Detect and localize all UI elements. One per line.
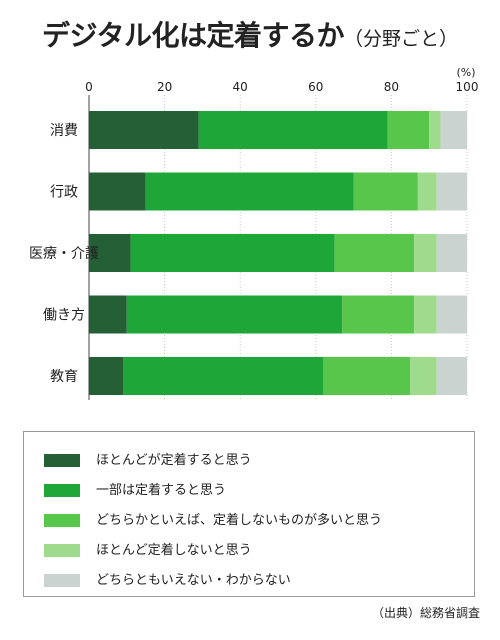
legend-label: 一部は定着すると思う (96, 483, 227, 498)
bar-segment (145, 172, 354, 211)
bar-segment (436, 234, 467, 272)
bar-segment (353, 172, 418, 211)
bar-segment (440, 111, 467, 149)
source-note: （出典）総務省調査 (371, 606, 480, 620)
category-label: 医療・介護 (29, 245, 99, 262)
category-label: 行政 (50, 185, 78, 201)
bar-segment (89, 111, 199, 149)
bar-segment (436, 172, 467, 211)
legend-swatch (44, 514, 80, 527)
bar-segment (387, 111, 430, 149)
x-tick-label: 100 (456, 80, 479, 94)
x-unit-label: (%) (456, 66, 475, 79)
bar-segment (334, 234, 415, 272)
bar-segment (123, 357, 324, 395)
x-tick-label: 0 (85, 80, 93, 94)
bar-segment (414, 234, 437, 272)
bar-segment (130, 234, 335, 272)
bar-segment (126, 295, 343, 334)
bar-segment (323, 357, 411, 395)
legend-label: ほとんど定着しないと思う (96, 543, 252, 558)
bar-segment (198, 111, 388, 149)
chart-title-main: デジタル化は定着するか (42, 19, 344, 52)
bar-segment (89, 234, 131, 272)
x-tick-label: 40 (233, 80, 248, 94)
legend-label: どちらともいえない・わからない (96, 573, 291, 588)
bar-segment (89, 295, 127, 334)
chart-title: デジタル化は定着するか（分野ごと） (0, 14, 500, 54)
bar-segment (410, 357, 437, 395)
bar-segment (429, 111, 441, 149)
bar-segment (89, 172, 146, 211)
bar-segment (342, 295, 415, 334)
x-tick-label: 80 (384, 80, 399, 94)
category-label: 消費 (50, 123, 78, 139)
legend-swatch (44, 484, 80, 497)
legend-label: どちらかといえば、定着しないものが多いと思う (96, 513, 383, 528)
chart-legend: ほとんどが定着すると思う 一部は定着すると思うどちらかといえば、定着しないものが多… (23, 431, 475, 597)
bar-segment (436, 357, 467, 395)
bar-segment (417, 172, 437, 211)
x-tick-label: 60 (308, 80, 323, 94)
x-tick-label: 20 (157, 80, 172, 94)
legend-label: ほとんどが定着すると思う (96, 453, 252, 468)
legend-swatch (44, 454, 80, 467)
bar-segment (414, 295, 437, 334)
chart-subtitle: （分野ごと） (343, 28, 458, 50)
legend-swatch (44, 574, 80, 587)
category-label: 教育 (50, 369, 78, 385)
category-label: 働き方 (43, 308, 85, 324)
bar-segment (89, 357, 124, 395)
legend-swatch (44, 544, 80, 557)
bar-segment (436, 295, 467, 334)
